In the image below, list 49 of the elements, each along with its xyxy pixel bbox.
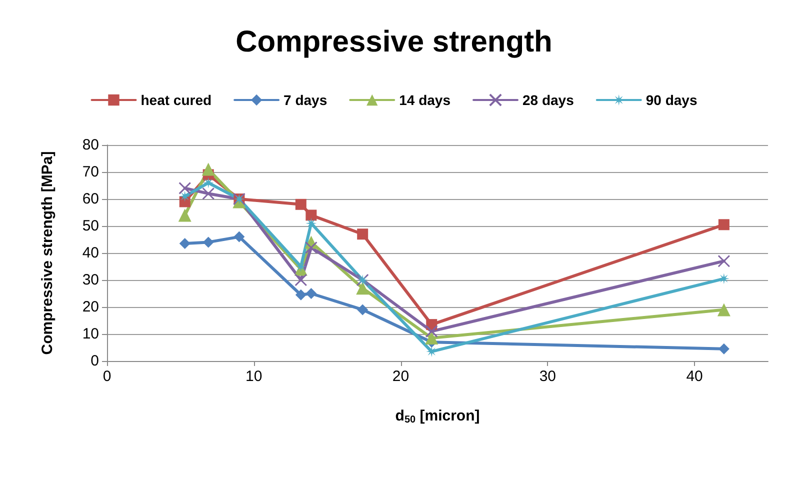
point bbox=[295, 261, 306, 272]
legend-label: 7 days bbox=[284, 92, 328, 108]
point bbox=[179, 238, 190, 250]
point bbox=[306, 288, 317, 299]
legend-label: heat cured bbox=[140, 92, 212, 108]
point bbox=[179, 190, 190, 202]
point bbox=[356, 282, 370, 295]
point bbox=[718, 343, 730, 354]
y-tick-label: 10 bbox=[82, 326, 99, 342]
point bbox=[202, 187, 215, 200]
legend-label: 14 days bbox=[399, 92, 451, 108]
x-tick-label: 20 bbox=[392, 368, 410, 385]
point bbox=[295, 289, 306, 300]
point bbox=[718, 254, 730, 268]
point bbox=[718, 273, 730, 284]
point bbox=[202, 177, 214, 188]
y-tick-label: 20 bbox=[82, 298, 99, 316]
point bbox=[178, 182, 192, 194]
x-tick-label: 40 bbox=[686, 368, 703, 385]
x-tick-label: 10 bbox=[246, 368, 262, 385]
y-tick-label: 0 bbox=[90, 352, 99, 370]
legend-label: 28 days bbox=[522, 92, 574, 108]
point bbox=[306, 218, 317, 229]
chart-title: Compressive strength bbox=[236, 26, 552, 58]
point bbox=[202, 162, 215, 176]
point bbox=[426, 346, 438, 358]
y-tick-label: 50 bbox=[82, 218, 99, 234]
point bbox=[304, 241, 318, 254]
y-tick-label: 80 bbox=[82, 136, 99, 154]
point bbox=[357, 304, 368, 316]
x-tick-label: 30 bbox=[539, 368, 556, 385]
y-tick-label: 60 bbox=[82, 190, 99, 208]
point bbox=[357, 228, 368, 240]
point bbox=[178, 208, 192, 222]
y-tick-label: 70 bbox=[82, 164, 99, 180]
x-tick-label: 0 bbox=[102, 368, 112, 385]
point bbox=[718, 219, 730, 230]
point bbox=[425, 332, 438, 345]
point bbox=[425, 325, 438, 338]
legend-label: 90 days bbox=[646, 92, 698, 108]
point bbox=[234, 231, 245, 242]
point bbox=[306, 210, 317, 221]
y-axis-title: Compressive strength [MPa] bbox=[39, 151, 56, 355]
y-tick-label: 40 bbox=[82, 244, 99, 262]
point bbox=[717, 303, 730, 316]
point bbox=[295, 198, 306, 210]
point bbox=[202, 236, 214, 248]
point bbox=[294, 274, 308, 286]
y-tick-label: 30 bbox=[82, 272, 99, 288]
